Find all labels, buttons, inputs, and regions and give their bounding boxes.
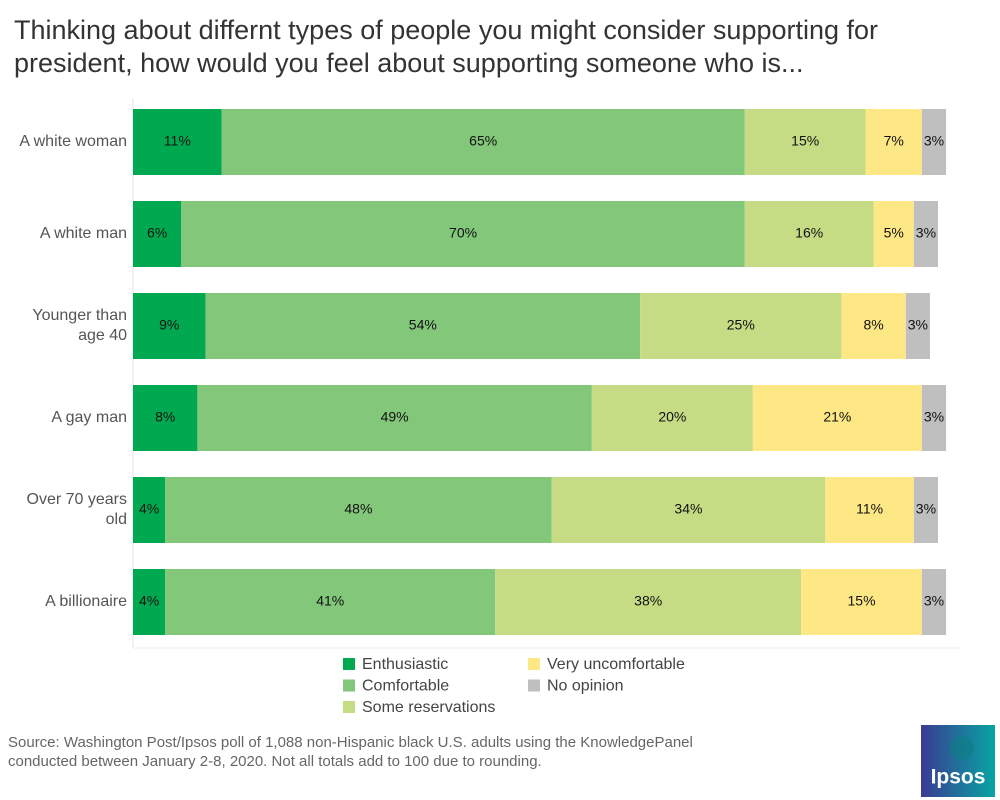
- y-tick-label: Younger than age 40: [32, 307, 127, 344]
- legend-label: Some reservations: [362, 699, 495, 716]
- data-label: 3%: [916, 225, 936, 241]
- bar-segment: [181, 201, 745, 267]
- data-label: 70%: [449, 225, 477, 241]
- legend-swatch: [343, 701, 355, 713]
- data-label: 65%: [469, 133, 497, 149]
- bar-segment: [165, 569, 496, 635]
- y-tick-label: A billionaire: [45, 593, 127, 610]
- data-label: 3%: [924, 133, 944, 149]
- bar-segment: [905, 293, 930, 359]
- legend-swatch: [343, 658, 355, 670]
- bar-segment: [640, 293, 842, 359]
- bar-segment: [744, 201, 874, 267]
- bar-segment: [921, 109, 947, 175]
- data-label: 3%: [916, 501, 936, 517]
- data-label: 4%: [139, 593, 159, 609]
- legend-label: No opinion: [547, 678, 624, 695]
- data-label: 16%: [795, 225, 823, 241]
- bar-segment: [133, 109, 222, 175]
- chart-title: Thinking about differnt types of people …: [14, 15, 879, 78]
- data-label: 6%: [147, 225, 167, 241]
- bar-segment: [165, 477, 552, 543]
- bar-segment: [873, 201, 914, 267]
- logo-text: Ipsos: [931, 766, 986, 789]
- data-label: 49%: [381, 409, 409, 425]
- legend-swatch: [528, 658, 540, 670]
- bar-segment: [913, 201, 938, 267]
- bar-segment: [551, 477, 826, 543]
- bar-segment: [133, 477, 166, 543]
- data-label: 20%: [658, 409, 686, 425]
- data-label: 4%: [139, 501, 159, 517]
- bar-segment: [591, 385, 753, 451]
- bar-segment: [133, 385, 198, 451]
- legend-swatch: [343, 679, 355, 692]
- legend-label: Very uncomfortable: [547, 656, 685, 673]
- y-tick-label: A white man: [39, 225, 127, 242]
- bar-segment: [865, 109, 922, 175]
- bar-segment: [825, 477, 914, 543]
- data-label: 8%: [155, 409, 175, 425]
- y-tick-label: A gay man: [51, 409, 127, 426]
- bar-segment: [841, 293, 906, 359]
- bar-segment: [495, 569, 802, 635]
- bar-segment: [133, 293, 206, 359]
- data-label: 3%: [924, 409, 944, 425]
- legend-swatch: [528, 679, 540, 692]
- bar-segment: [133, 201, 182, 267]
- y-tick-label: A white woman: [19, 133, 127, 150]
- logo-figure: [950, 736, 974, 760]
- data-label: 21%: [823, 409, 851, 425]
- data-label: 15%: [848, 593, 876, 609]
- bar-segment: [921, 385, 947, 451]
- data-label: 7%: [884, 133, 904, 149]
- bar-segment: [221, 109, 745, 175]
- data-label: 11%: [164, 133, 191, 149]
- data-label: 25%: [727, 317, 755, 333]
- legend-label: Enthusiastic: [362, 656, 448, 673]
- data-label: 5%: [884, 225, 904, 241]
- bar-segment: [752, 385, 922, 451]
- data-label: 9%: [159, 317, 179, 333]
- bar-segment: [913, 477, 938, 543]
- data-label: 3%: [924, 593, 944, 609]
- bar-segment: [133, 569, 166, 635]
- data-label: 11%: [856, 501, 883, 517]
- data-label: 54%: [409, 317, 437, 333]
- source-note: Source: Washington Post/Ipsos poll of 1,…: [8, 734, 693, 770]
- data-label: 38%: [634, 593, 662, 609]
- data-label: 34%: [674, 501, 702, 517]
- data-label: 48%: [344, 501, 372, 517]
- bar-segment: [205, 293, 641, 359]
- bar-segment: [801, 569, 922, 635]
- data-label: 41%: [316, 593, 344, 609]
- data-label: 3%: [908, 317, 928, 333]
- bar-segment: [744, 109, 866, 175]
- legend-label: Comfortable: [362, 678, 449, 695]
- data-label: 8%: [863, 317, 883, 333]
- data-label: 15%: [791, 133, 819, 149]
- bar-segment: [197, 385, 592, 451]
- bar-segment: [921, 569, 947, 635]
- y-tick-label: Over 70 years old: [26, 491, 127, 528]
